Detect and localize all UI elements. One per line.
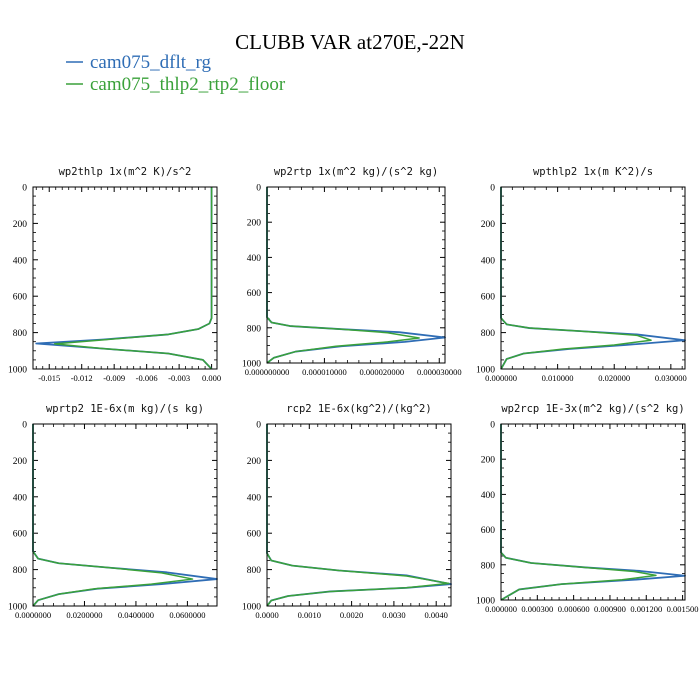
y-tick-label: 0 — [490, 184, 495, 194]
x-tick-label: 0.000010000 — [302, 367, 347, 377]
x-tick-label: 0.000300 — [521, 604, 553, 614]
y-tick-label: 200 — [481, 456, 496, 466]
panel-4: wprtp2 1E-6x(m kg)/(s kg) 0 200 400 600 800 10… — [8, 403, 218, 620]
y-tick-label: 800 — [247, 324, 262, 334]
x-tick-label: -0.003 — [168, 373, 190, 383]
x-tick-label: -0.015 — [38, 373, 60, 383]
x-tick-label: 0.000000 — [485, 373, 517, 383]
x-tick-label: -0.012 — [71, 373, 93, 383]
panel-title: wp2thlp 1x(m^2 K)/s^2 — [59, 166, 192, 178]
x-tick-label: 0.010000 — [542, 373, 574, 383]
y-tick-label: 200 — [13, 220, 28, 230]
x-tick-label: 0.0010 — [298, 610, 321, 620]
x-tick-label: -0.006 — [136, 373, 158, 383]
plot-frame — [32, 423, 218, 607]
panel-title: wpthlp2 1x(m K^2)/s — [533, 166, 653, 178]
y-tick-label: 600 — [247, 530, 262, 540]
x-tick-label: 0.000 — [202, 373, 221, 383]
y-tick-label: 800 — [481, 329, 496, 339]
y-tick-label: 600 — [481, 526, 496, 536]
x-tick-label: 0.000020000 — [360, 367, 405, 377]
panel-title: wprtp2 1E-6x(m kg)/(s kg) — [46, 403, 204, 415]
y-tick-label: 1000 — [242, 603, 261, 613]
y-tick-label: 400 — [247, 493, 262, 503]
x-tick-label: 0.0200000 — [66, 610, 102, 620]
x-tick-label: 0.001200 — [630, 604, 662, 614]
x-tick-label: -0.009 — [103, 373, 125, 383]
figure-title: CLUBB VAR at270E,-22N — [235, 30, 465, 54]
panel-6: wp2rcp 1E-3x(m^2 kg)/(s^2 kg) 0 200 400 600 8… — [476, 403, 699, 614]
plot-frame — [266, 186, 446, 364]
y-tick-label: 400 — [247, 254, 262, 264]
y-tick-label: 1000 — [476, 597, 495, 607]
x-tick-label: 0.0000000 — [15, 610, 51, 620]
y-tick-label: 1000 — [8, 366, 27, 376]
panel-1: wp2thlp 1x(m^2 K)/s^2 0 200 400 600 800 1000 -0… — [8, 166, 221, 383]
y-tick-label: 800 — [13, 566, 28, 576]
y-tick-label: 400 — [13, 256, 28, 266]
y-tick-label: 0 — [256, 184, 261, 194]
x-tick-label: 0.0020 — [340, 610, 363, 620]
panel-title: rcp2 1E-6x(kg^2)/(kg^2) — [286, 403, 431, 415]
legend-label-dflt: cam075_dflt_rg — [90, 52, 212, 73]
x-tick-label: 0.0600000 — [169, 610, 205, 620]
y-tick-label: 1000 — [8, 603, 27, 613]
y-tick-label: 200 — [481, 220, 496, 230]
plot-frame — [500, 186, 686, 370]
x-tick-label: 0.001500 — [667, 604, 699, 614]
y-tick-label: 0 — [22, 184, 27, 194]
x-tick-label: 0.030000 — [655, 373, 687, 383]
panels: wp2thlp 1x(m^2 K)/s^2 0 200 400 600 800 1000 -0… — [8, 166, 699, 620]
y-tick-label: 400 — [481, 491, 496, 501]
x-tick-label: 0.0030 — [382, 610, 405, 620]
y-tick-label: 1000 — [242, 360, 261, 370]
y-tick-label: 0 — [490, 421, 495, 431]
legend: cam075_dflt_rg cam075_thlp2_rtp2_floor — [66, 52, 286, 95]
x-tick-label: 0.000000 — [485, 604, 517, 614]
plot-frame — [32, 186, 218, 370]
y-tick-label: 600 — [481, 293, 496, 303]
x-tick-label: 0.000600 — [558, 604, 590, 614]
y-tick-label: 0 — [256, 421, 261, 431]
y-tick-label: 600 — [13, 530, 28, 540]
y-tick-label: 800 — [247, 566, 262, 576]
plot-frame — [266, 423, 452, 607]
y-tick-label: 200 — [247, 457, 262, 467]
legend-label-floor: cam075_thlp2_rtp2_floor — [90, 74, 286, 95]
series-line-2 — [53, 187, 213, 370]
y-tick-label: 800 — [481, 561, 496, 571]
x-tick-label: 0.0040 — [425, 610, 448, 620]
y-tick-label: 200 — [13, 457, 28, 467]
panel-3: wpthlp2 1x(m K^2)/s 0 200 400 600 800 10000.00… — [476, 166, 687, 383]
y-tick-label: 400 — [13, 493, 28, 503]
x-tick-label: 0.0400000 — [118, 610, 154, 620]
y-tick-label: 800 — [13, 329, 28, 339]
x-tick-label: 0.0000 — [255, 610, 278, 620]
x-tick-label: 0.020000 — [598, 373, 630, 383]
y-tick-label: 600 — [13, 293, 28, 303]
y-tick-label: 0 — [22, 421, 27, 431]
x-tick-label: 0.000900 — [594, 604, 626, 614]
y-tick-label: 600 — [247, 289, 262, 299]
x-tick-label: 0.000000000 — [245, 367, 290, 377]
panel-title: wp2rtp 1x(m^2 kg)/(s^2 kg) — [274, 166, 438, 178]
plot-frame — [500, 423, 686, 601]
y-tick-label: 200 — [247, 219, 262, 229]
y-tick-label: 1000 — [476, 366, 495, 376]
y-tick-label: 400 — [481, 256, 496, 266]
panel-5: rcp2 1E-6x(kg^2)/(kg^2) 0 200 400 600 800 1000… — [242, 403, 452, 620]
panel-title: wp2rcp 1E-3x(m^2 kg)/(s^2 kg) — [501, 403, 684, 415]
panel-2: wp2rtp 1x(m^2 kg)/(s^2 kg) 0 200 400 600 800 1… — [242, 166, 462, 377]
x-tick-label: 0.000030000 — [417, 367, 462, 377]
